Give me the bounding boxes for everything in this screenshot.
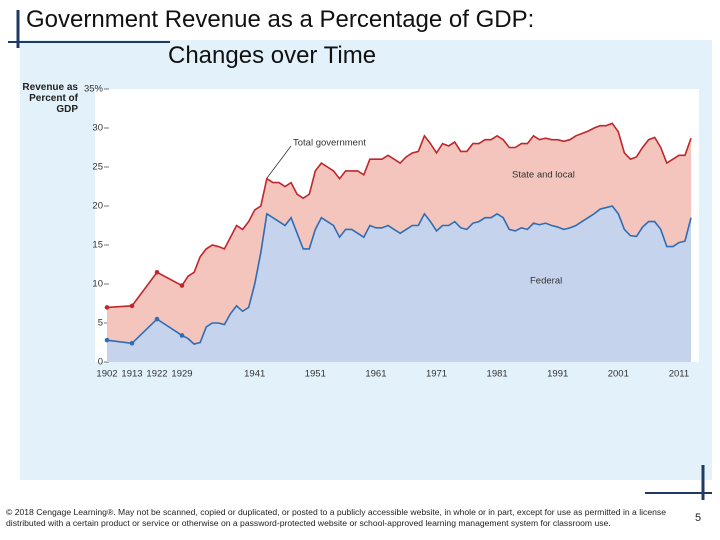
x-tick-label: 1922 [146,369,167,380]
annotation: Total government [293,138,366,149]
annotation: Federal [530,276,562,287]
plot: 0 5 10 15 20 25 30 35% 1902 1913 1922 1929 1941 1951 1… [84,84,692,380]
data-point [154,270,160,275]
x-tick-label: 1961 [365,369,386,380]
y-tick-label: 5 [98,318,103,329]
y-tick-label: 30 [92,123,103,134]
y-tick-label: 15 [92,240,103,251]
leader-line [266,145,292,179]
slide-title: Government Revenue as a Percentage of GD… [26,6,535,33]
x-tick-label: 1902 [96,369,117,380]
y-tick-label: 20 [92,201,103,212]
y-tick-label: 10 [92,279,103,290]
y-axis-label: Revenue as Percent of GDP [22,82,78,115]
x-tick-label: 1951 [305,369,326,380]
y-tick-label: 25 [92,162,103,173]
series-line [106,122,692,309]
data-point [179,283,185,288]
x-tick-label: 1941 [244,369,265,380]
x-tick-label: 1929 [171,369,192,380]
x-tick-label: 1913 [121,369,142,380]
x-tick-label: 1981 [487,369,508,380]
x-tick-label: 2011 [669,369,689,380]
annotation: State and local [512,170,575,181]
data-point [104,337,110,343]
y-tick-label: 0 [98,357,103,368]
data-point [104,305,110,310]
data-point [129,303,135,309]
y-tick-label: 35% [84,84,104,95]
data-point [154,316,160,322]
x-tick-label: 1971 [426,369,447,380]
x-tick-label: 1991 [547,369,568,380]
copyright: © 2018 Cengage Learning®. May not be sca… [6,507,666,528]
area-federal [107,206,692,362]
page-number: 5 [695,512,702,524]
x-tick-label: 2001 [608,369,629,380]
slide-title: Changes over Time [168,42,377,69]
data-point [179,333,185,338]
series-line [106,205,692,345]
data-point [129,340,135,346]
